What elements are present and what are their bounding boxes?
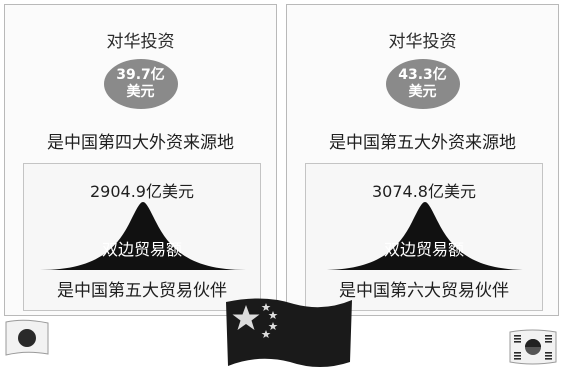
trade-partner-rank-text: 是中国第五大贸易伙伴 bbox=[57, 281, 227, 301]
left-country-panel: 对华投资 39.7亿 美元 是中国第四大外资来源地 2904.9亿美元 双边贸易… bbox=[4, 4, 277, 316]
investment-title: 对华投资 bbox=[388, 32, 457, 52]
china-flag-icon bbox=[226, 298, 352, 367]
investment-unit: 美元 bbox=[408, 84, 437, 100]
investment-unit: 美元 bbox=[126, 84, 155, 100]
trade-partner-rank-text: 是中国第六大贸易伙伴 bbox=[339, 281, 509, 301]
investment-amount: 43.3亿 bbox=[398, 67, 447, 83]
investment-amount-bubble: 39.7亿 美元 bbox=[103, 59, 178, 109]
investment-rank-text: 是中国第五大外资来源地 bbox=[329, 133, 516, 153]
trade-value: 3074.8亿美元 bbox=[372, 182, 476, 201]
right-country-panel: 对华投资 43.3亿 美元 是中国第五大外资来源地 3074.8亿美元 双边贸易… bbox=[286, 4, 559, 316]
investment-amount-bubble: 43.3亿 美元 bbox=[385, 59, 460, 109]
investment-title: 对华投资 bbox=[106, 32, 175, 52]
trade-box: 2904.9亿美元 双边贸易额 是中国第五大贸易伙伴 bbox=[23, 163, 261, 311]
investment-rank-text: 是中国第四大外资来源地 bbox=[47, 133, 234, 153]
trade-bell-curve-icon bbox=[322, 202, 528, 270]
trade-value: 2904.9亿美元 bbox=[90, 182, 194, 201]
trade-bell-curve-icon bbox=[40, 202, 246, 270]
trade-label: 双边贸易额 bbox=[383, 240, 464, 259]
south-korea-flag-icon bbox=[509, 329, 557, 365]
investment-amount: 39.7亿 bbox=[116, 67, 165, 83]
trade-box: 3074.8亿美元 双边贸易额 是中国第六大贸易伙伴 bbox=[305, 163, 543, 311]
trade-label: 双边贸易额 bbox=[101, 240, 182, 259]
japan-flag-icon bbox=[5, 319, 49, 356]
